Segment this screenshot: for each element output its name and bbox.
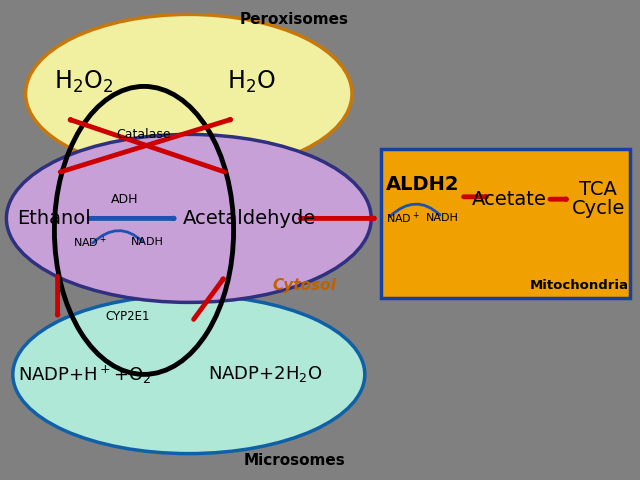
Text: Cycle: Cycle [572, 199, 625, 218]
Text: Acetate: Acetate [472, 190, 546, 209]
Text: NADH: NADH [131, 238, 164, 247]
Ellipse shape [13, 295, 365, 454]
Text: NAD$^+$: NAD$^+$ [73, 235, 106, 250]
Text: Mitochondria: Mitochondria [529, 279, 628, 292]
Text: NADP+2H$_2$O: NADP+2H$_2$O [208, 364, 323, 384]
Text: Acetaldehyde: Acetaldehyde [182, 209, 316, 228]
Text: Catalase: Catalase [116, 128, 172, 141]
Text: NAD$^+$: NAD$^+$ [386, 211, 420, 226]
Text: NADH: NADH [426, 214, 458, 223]
Text: ALDH2: ALDH2 [386, 175, 460, 194]
FancyBboxPatch shape [381, 149, 630, 298]
Text: CYP2E1: CYP2E1 [106, 310, 150, 324]
Text: ADH: ADH [111, 192, 138, 206]
Text: H$_2$O: H$_2$O [227, 69, 276, 95]
Text: Peroxisomes: Peroxisomes [240, 12, 349, 27]
Text: NADP+H$^+$+O$_2$: NADP+H$^+$+O$_2$ [18, 363, 151, 385]
Text: Microsomes: Microsomes [244, 453, 345, 468]
Ellipse shape [26, 14, 352, 173]
Text: Cytosol: Cytosol [272, 278, 336, 293]
Text: H$_2$O$_2$: H$_2$O$_2$ [54, 69, 113, 95]
Text: TCA: TCA [579, 180, 618, 199]
Ellipse shape [6, 134, 371, 302]
Text: Ethanol: Ethanol [17, 209, 91, 228]
